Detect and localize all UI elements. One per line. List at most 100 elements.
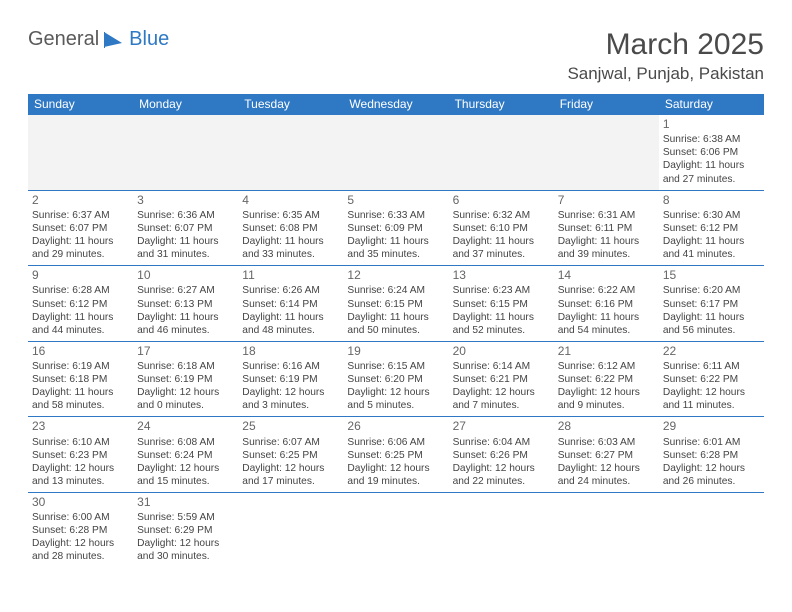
day-number: 2 xyxy=(32,193,129,208)
calendar-day-cell: 29Sunrise: 6:01 AMSunset: 6:28 PMDayligh… xyxy=(659,417,764,493)
sunrise-text: Sunrise: 6:10 AM xyxy=(32,436,129,449)
day-number: 22 xyxy=(663,344,760,359)
day-number: 9 xyxy=(32,268,129,283)
day-number: 16 xyxy=(32,344,129,359)
sunset-text: Sunset: 6:28 PM xyxy=(663,449,760,462)
sunset-text: Sunset: 6:21 PM xyxy=(453,373,550,386)
sunset-text: Sunset: 6:17 PM xyxy=(663,298,760,311)
header: General Blue March 2025 Sanjwal, Punjab,… xyxy=(28,28,764,84)
daylight-text: Daylight: 11 hours and 29 minutes. xyxy=(32,235,129,261)
day-number: 4 xyxy=(242,193,339,208)
daylight-text: Daylight: 12 hours and 13 minutes. xyxy=(32,462,129,488)
month-title: March 2025 xyxy=(567,28,764,62)
weekday-header: Saturday xyxy=(659,94,764,115)
day-number: 17 xyxy=(137,344,234,359)
daylight-text: Daylight: 11 hours and 27 minutes. xyxy=(663,159,760,185)
sunset-text: Sunset: 6:12 PM xyxy=(663,222,760,235)
sunset-text: Sunset: 6:19 PM xyxy=(137,373,234,386)
calendar-empty-cell xyxy=(554,492,659,567)
calendar-empty-cell xyxy=(133,115,238,191)
calendar-week-row: 2Sunrise: 6:37 AMSunset: 6:07 PMDaylight… xyxy=(28,190,764,266)
sunrise-text: Sunrise: 6:31 AM xyxy=(558,209,655,222)
day-number: 14 xyxy=(558,268,655,283)
day-number: 11 xyxy=(242,268,339,283)
sunset-text: Sunset: 6:25 PM xyxy=(347,449,444,462)
day-number: 31 xyxy=(137,495,234,510)
calendar-day-cell: 8Sunrise: 6:30 AMSunset: 6:12 PMDaylight… xyxy=(659,190,764,266)
sunset-text: Sunset: 6:07 PM xyxy=(137,222,234,235)
daylight-text: Daylight: 11 hours and 37 minutes. xyxy=(453,235,550,261)
daylight-text: Daylight: 12 hours and 17 minutes. xyxy=(242,462,339,488)
daylight-text: Daylight: 11 hours and 41 minutes. xyxy=(663,235,760,261)
weekday-row: Sunday Monday Tuesday Wednesday Thursday… xyxy=(28,94,764,115)
calendar-day-cell: 14Sunrise: 6:22 AMSunset: 6:16 PMDayligh… xyxy=(554,266,659,342)
day-number: 18 xyxy=(242,344,339,359)
calendar-empty-cell xyxy=(28,115,133,191)
sunrise-text: Sunrise: 6:20 AM xyxy=(663,284,760,297)
sunset-text: Sunset: 6:28 PM xyxy=(32,524,129,537)
sunrise-text: Sunrise: 6:22 AM xyxy=(558,284,655,297)
calendar-day-cell: 19Sunrise: 6:15 AMSunset: 6:20 PMDayligh… xyxy=(343,341,448,417)
calendar-empty-cell xyxy=(449,492,554,567)
calendar-empty-cell xyxy=(238,492,343,567)
calendar-empty-cell xyxy=(238,115,343,191)
daylight-text: Daylight: 12 hours and 26 minutes. xyxy=(663,462,760,488)
daylight-text: Daylight: 11 hours and 50 minutes. xyxy=(347,311,444,337)
day-number: 3 xyxy=(137,193,234,208)
daylight-text: Daylight: 12 hours and 28 minutes. xyxy=(32,537,129,563)
sunrise-text: Sunrise: 6:36 AM xyxy=(137,209,234,222)
sunset-text: Sunset: 6:24 PM xyxy=(137,449,234,462)
calendar-day-cell: 16Sunrise: 6:19 AMSunset: 6:18 PMDayligh… xyxy=(28,341,133,417)
calendar-empty-cell xyxy=(659,492,764,567)
day-number: 24 xyxy=(137,419,234,434)
sunrise-text: Sunrise: 6:07 AM xyxy=(242,436,339,449)
sunset-text: Sunset: 6:26 PM xyxy=(453,449,550,462)
sunrise-text: Sunrise: 6:08 AM xyxy=(137,436,234,449)
logo-word-1: General xyxy=(28,28,99,51)
sunset-text: Sunset: 6:11 PM xyxy=(558,222,655,235)
calendar-day-cell: 22Sunrise: 6:11 AMSunset: 6:22 PMDayligh… xyxy=(659,341,764,417)
day-number: 5 xyxy=(347,193,444,208)
sunset-text: Sunset: 6:06 PM xyxy=(663,146,760,159)
day-number: 10 xyxy=(137,268,234,283)
daylight-text: Daylight: 12 hours and 22 minutes. xyxy=(453,462,550,488)
sunrise-text: Sunrise: 6:01 AM xyxy=(663,436,760,449)
daylight-text: Daylight: 12 hours and 0 minutes. xyxy=(137,386,234,412)
sunrise-text: Sunrise: 6:11 AM xyxy=(663,360,760,373)
sunrise-text: Sunrise: 6:14 AM xyxy=(453,360,550,373)
calendar-page: General Blue March 2025 Sanjwal, Punjab,… xyxy=(0,0,792,577)
sunset-text: Sunset: 6:12 PM xyxy=(32,298,129,311)
daylight-text: Daylight: 12 hours and 24 minutes. xyxy=(558,462,655,488)
daylight-text: Daylight: 11 hours and 31 minutes. xyxy=(137,235,234,261)
sunrise-text: Sunrise: 6:35 AM xyxy=(242,209,339,222)
daylight-text: Daylight: 12 hours and 11 minutes. xyxy=(663,386,760,412)
calendar-empty-cell xyxy=(554,115,659,191)
sunrise-text: Sunrise: 6:06 AM xyxy=(347,436,444,449)
sunrise-text: Sunrise: 6:33 AM xyxy=(347,209,444,222)
calendar-day-cell: 2Sunrise: 6:37 AMSunset: 6:07 PMDaylight… xyxy=(28,190,133,266)
calendar-table: Sunday Monday Tuesday Wednesday Thursday… xyxy=(28,94,764,567)
sunset-text: Sunset: 6:10 PM xyxy=(453,222,550,235)
calendar-day-cell: 18Sunrise: 6:16 AMSunset: 6:19 PMDayligh… xyxy=(238,341,343,417)
calendar-day-cell: 9Sunrise: 6:28 AMSunset: 6:12 PMDaylight… xyxy=(28,266,133,342)
flag-icon xyxy=(104,32,126,48)
sunset-text: Sunset: 6:18 PM xyxy=(32,373,129,386)
calendar-day-cell: 21Sunrise: 6:12 AMSunset: 6:22 PMDayligh… xyxy=(554,341,659,417)
day-number: 15 xyxy=(663,268,760,283)
calendar-day-cell: 26Sunrise: 6:06 AMSunset: 6:25 PMDayligh… xyxy=(343,417,448,493)
calendar-week-row: 1Sunrise: 6:38 AMSunset: 6:06 PMDaylight… xyxy=(28,115,764,191)
calendar-day-cell: 13Sunrise: 6:23 AMSunset: 6:15 PMDayligh… xyxy=(449,266,554,342)
calendar-day-cell: 25Sunrise: 6:07 AMSunset: 6:25 PMDayligh… xyxy=(238,417,343,493)
daylight-text: Daylight: 11 hours and 58 minutes. xyxy=(32,386,129,412)
calendar-day-cell: 24Sunrise: 6:08 AMSunset: 6:24 PMDayligh… xyxy=(133,417,238,493)
sunset-text: Sunset: 6:09 PM xyxy=(347,222,444,235)
calendar-day-cell: 28Sunrise: 6:03 AMSunset: 6:27 PMDayligh… xyxy=(554,417,659,493)
sunrise-text: Sunrise: 6:03 AM xyxy=(558,436,655,449)
calendar-day-cell: 6Sunrise: 6:32 AMSunset: 6:10 PMDaylight… xyxy=(449,190,554,266)
sunrise-text: Sunrise: 6:18 AM xyxy=(137,360,234,373)
sunrise-text: Sunrise: 5:59 AM xyxy=(137,511,234,524)
logo: General Blue xyxy=(28,28,169,51)
calendar-day-cell: 4Sunrise: 6:35 AMSunset: 6:08 PMDaylight… xyxy=(238,190,343,266)
calendar-week-row: 16Sunrise: 6:19 AMSunset: 6:18 PMDayligh… xyxy=(28,341,764,417)
calendar-week-row: 30Sunrise: 6:00 AMSunset: 6:28 PMDayligh… xyxy=(28,492,764,567)
